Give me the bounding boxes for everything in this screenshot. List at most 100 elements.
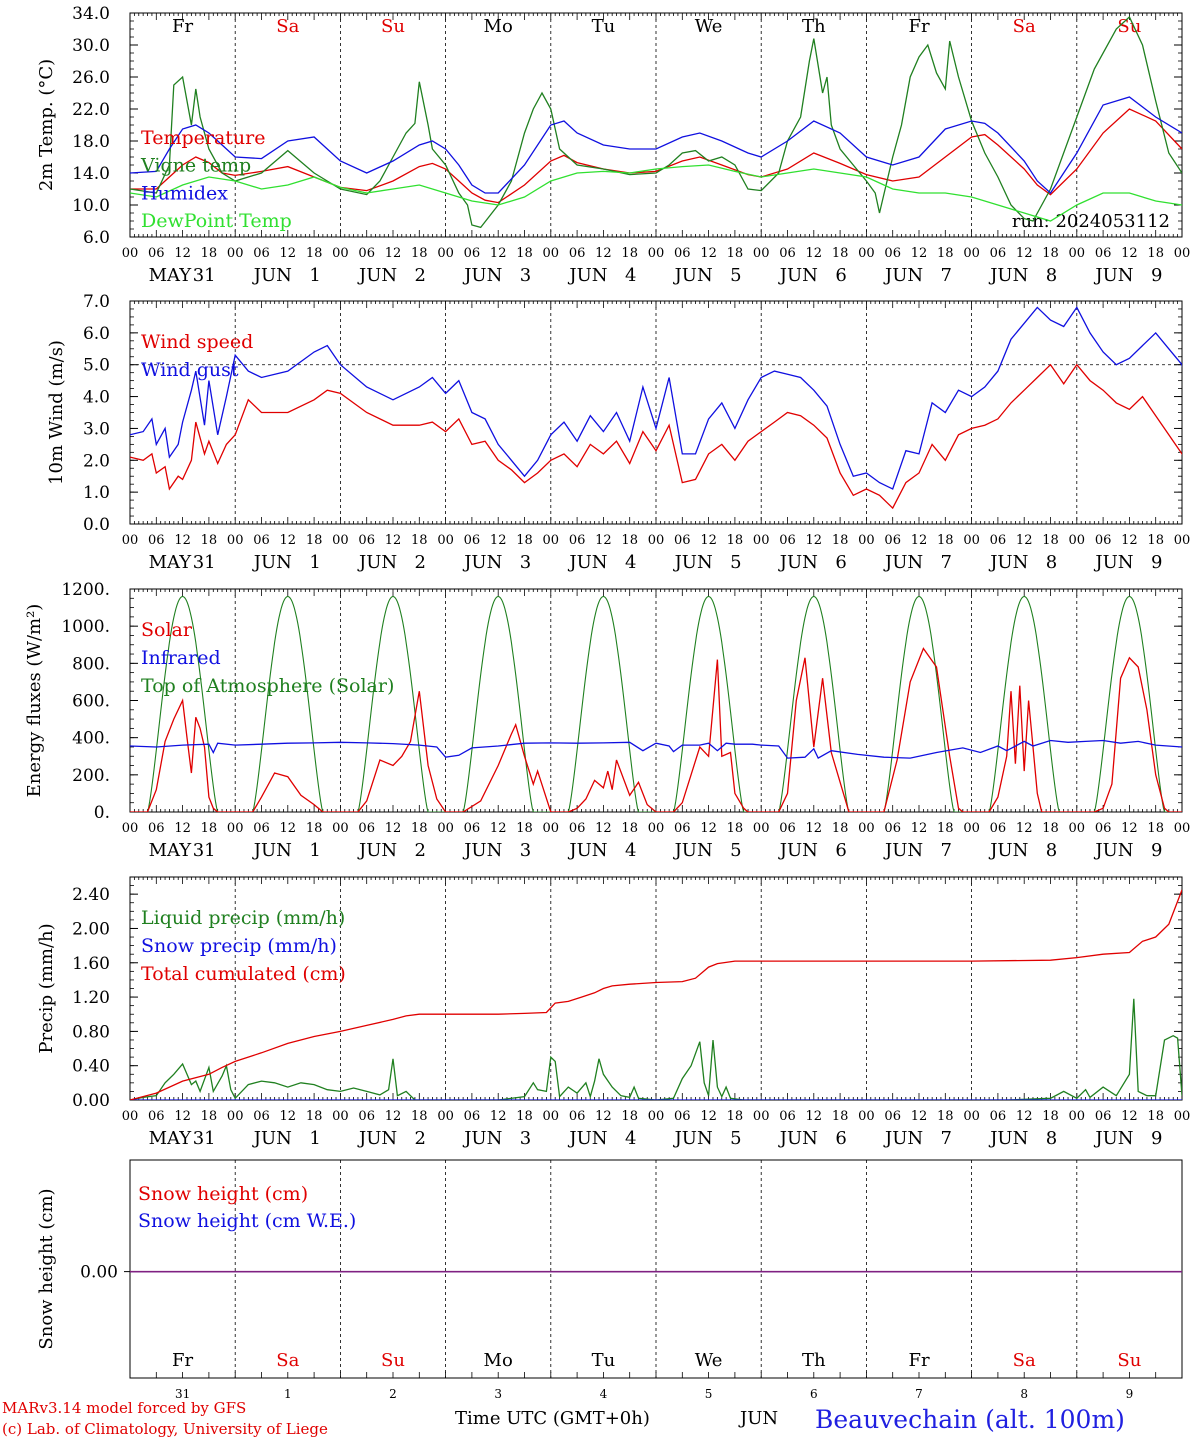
wind-hour-label: 18 [937, 533, 954, 548]
energy-hour-label: 12 [280, 821, 297, 836]
wind-y-tick-label: 3.0 [83, 419, 110, 439]
energy-hour-label: 18 [1042, 821, 1059, 836]
temp-hour-label: 12 [1121, 246, 1138, 261]
precip-hour-label: 12 [806, 1109, 823, 1124]
precip-y-tick-label: 1.60 [72, 954, 110, 974]
precip-day-number-label: 5 [730, 1128, 741, 1149]
energy-y-tick-label: 0. [94, 803, 110, 823]
energy-day-month-label: JUN [252, 840, 292, 861]
snow-panel: 0.00 Snow height (cm) Fr Sa Su Mo Tu We Th Fr Sa Su… [36, 1159, 1183, 1401]
wind-y-tick-label: 7.0 [83, 292, 110, 312]
wind-hour-label: 18 [727, 533, 744, 548]
precip-day-number-label: 3 [520, 1128, 531, 1149]
energy-hour-label: 18 [937, 821, 954, 836]
precip-hour-label: 00 [1174, 1109, 1191, 1124]
temp-hour-label: 00 [227, 246, 244, 261]
energy-hour-label: 00 [753, 821, 770, 836]
precip-hour-label: 12 [280, 1109, 297, 1124]
energy-hour-label: 18 [201, 821, 218, 836]
wind-hour-label: 18 [201, 533, 218, 548]
precip-hour-label: 12 [911, 1109, 928, 1124]
wind-panel: 0.0 1.0 2.0 3.0 4.0 5.0 6.0 7.0 10m Wind (m/s) 00… [46, 292, 1190, 573]
temp-y-tick-label: 26.0 [72, 68, 110, 88]
energy-hour-label: 00 [227, 821, 244, 836]
bottom-day-number: 6 [810, 1387, 818, 1401]
wind-day-number-label: 8 [1046, 552, 1057, 573]
precip-hour-label: 00 [543, 1109, 560, 1124]
precip-day-number-label: 31 [193, 1128, 216, 1149]
energy-hour-label: 00 [332, 821, 349, 836]
precip-hour-label: 00 [963, 1109, 980, 1124]
wind-day-month-label: JUN [462, 552, 502, 573]
precip-hour-label: 00 [227, 1109, 244, 1124]
precip-hour-label: 06 [779, 1109, 796, 1124]
wind-day-number-label: 6 [835, 552, 846, 573]
temp-day-month-label: JUN [567, 265, 607, 286]
wind-y-tick-label: 4.0 [83, 388, 110, 408]
energy-frame [129, 588, 1183, 813]
wind-hour-label: 06 [358, 533, 375, 548]
snow-weekday-label: Tu [592, 1350, 616, 1371]
energy-hour-label: 06 [464, 821, 481, 836]
snow-weekday-label: Th [802, 1350, 826, 1371]
precip-hour-label: 12 [1121, 1109, 1138, 1124]
wind-day-number-label: 4 [625, 552, 636, 573]
precip-hour-label: 18 [516, 1109, 533, 1124]
wind-day-month-label: JUN [673, 552, 713, 573]
precip-y-tick-label: 0.80 [72, 1022, 110, 1042]
energy-day-month-label: JUN [988, 840, 1028, 861]
energy-hour-label: 18 [306, 821, 323, 836]
wind-hour-label: 12 [490, 533, 507, 548]
precip-day-month-label: JUN [462, 1128, 502, 1149]
precip-hour-label: 18 [937, 1109, 954, 1124]
precip-y-tick-label: 2.00 [72, 919, 110, 939]
energy-day-number-label: 31 [193, 840, 216, 861]
precip-legend-entry: Total cumulated (cm) [141, 963, 346, 985]
precip-hour-label: 18 [621, 1109, 638, 1124]
energy-hour-label: 00 [1069, 821, 1086, 836]
temp-hour-label: 12 [911, 246, 928, 261]
bottom-month-label: JUN [738, 1408, 778, 1429]
wind-hour-label: 12 [1016, 533, 1033, 548]
precip-hour-label: 12 [490, 1109, 507, 1124]
precip-hour-label: 00 [332, 1109, 349, 1124]
energy-hour-label: 06 [358, 821, 375, 836]
wind-hour-label: 12 [280, 533, 297, 548]
model-credit: MARv3.14 model forced by GFS [2, 1399, 246, 1417]
energy-day-month-label: JUN [673, 840, 713, 861]
temp-hour-label: 18 [201, 246, 218, 261]
energy-hour-label: 12 [385, 821, 402, 836]
wind-hour-label: 12 [700, 533, 717, 548]
snow-weekday-label: Sa [1013, 1350, 1036, 1371]
temp-day-number-label: 1 [309, 265, 320, 286]
wind-day-month-label: JUN [252, 552, 292, 573]
wind-hour-label: 06 [990, 533, 1007, 548]
energy-day-number-label: 9 [1151, 840, 1162, 861]
temp-y-tick-label: 6.0 [83, 228, 110, 248]
temp-legend-entry: Temperature [141, 127, 265, 149]
wind-plot-area [130, 306, 1182, 510]
precip-hour-label: 06 [674, 1109, 691, 1124]
temp-y-tick-label: 14.0 [72, 164, 110, 184]
energy-day-number-label: 7 [941, 840, 952, 861]
precip-day-month-label: JUN [1093, 1128, 1133, 1149]
bottom-day-number: 8 [1020, 1387, 1028, 1401]
temp-day-number-label: 2 [415, 265, 426, 286]
precip-plot-area [130, 889, 1182, 1100]
temp-day-number-label: 4 [625, 265, 636, 286]
temp-day-month-label: JUN [1093, 265, 1133, 286]
liquid-precip-mm-h-series-line [130, 998, 1182, 1100]
wind-hour-label: 06 [674, 533, 691, 548]
temp-hour-label: 12 [595, 246, 612, 261]
temp-day-month-label: JUN [357, 265, 397, 286]
energy-hour-label: 06 [674, 821, 691, 836]
precip-hour-label: 00 [753, 1109, 770, 1124]
temp-hour-label: 06 [674, 246, 691, 261]
wind-speed-series-line [130, 363, 1182, 510]
precip-hour-label: 06 [990, 1109, 1007, 1124]
bottom-day-number: 4 [600, 1387, 608, 1401]
temp-hour-label: 00 [1069, 246, 1086, 261]
precip-day-month-label: JUN [778, 1128, 818, 1149]
snow-y-tick-label: 0.00 [80, 1263, 118, 1283]
temp-panel: 6.0 10.0 14.0 18.0 22.0 26.0 30.0 34.0 2m Temp. … [36, 4, 1190, 286]
